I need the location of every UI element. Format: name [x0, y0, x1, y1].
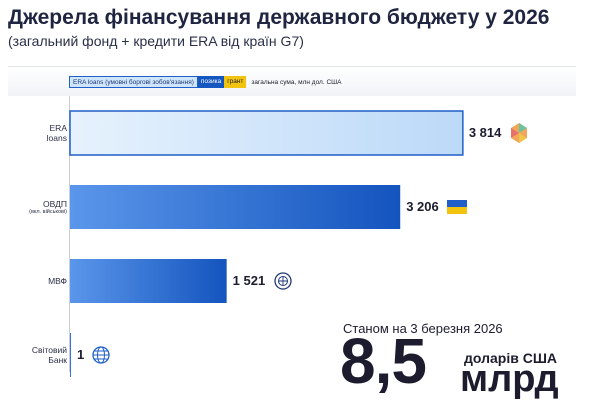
legend-grant: грант [224, 76, 247, 88]
bar-1 [70, 185, 401, 229]
value-label-3: 1 [77, 347, 85, 362]
bar-3 [70, 333, 71, 377]
bar-0 [69, 110, 464, 156]
imf-logo-icon [274, 272, 292, 295]
chart-legend: ERA loans (умовні боргові зобов'язання) … [69, 76, 341, 88]
category-label-1: ОВДП (вкл. військові) [29, 199, 67, 216]
category-label-2: МВФ [48, 276, 67, 286]
page-title: Джерела фінансування державного бюджету … [8, 6, 550, 29]
category-label-line: Банк [48, 355, 67, 366]
category-axis [69, 96, 70, 372]
value-label-1: 3 206 [406, 199, 439, 214]
category-label-line: ОВДП [43, 198, 67, 209]
category-label-line: МВФ [48, 276, 67, 286]
world-bank-logo-icon [92, 346, 110, 369]
legend-loan: позика [197, 76, 225, 88]
unit-currency: доларів США [464, 350, 557, 366]
page-subtitle: (загальний фонд + кредити ERA від країн … [8, 33, 304, 49]
total-amount: 8,5 [340, 325, 427, 397]
value-label-2: 1 521 [232, 273, 266, 288]
era-logo-icon [510, 122, 528, 149]
category-label-line: Світовий [31, 345, 67, 355]
as-of-date: Станом на 3 березня 2026 [343, 321, 503, 336]
category-sublabel: (вкл. військові) [29, 208, 67, 215]
legend-total: загальна сума, млн дол. США [251, 78, 342, 86]
category-label-line: loans [46, 133, 67, 144]
unit-magnitude: млрд [460, 358, 559, 400]
category-label-0: ERA loans [47, 123, 67, 143]
category-label-3: Світовий Банк [32, 345, 67, 365]
value-label-0: 3 814 [468, 125, 502, 140]
ukraine-flag-icon [447, 200, 468, 219]
legend-era-loans: ERA loans (умовні боргові зобов'язання) [69, 76, 198, 88]
bar-2 [70, 259, 227, 303]
category-label-line: ERA [49, 123, 67, 133]
